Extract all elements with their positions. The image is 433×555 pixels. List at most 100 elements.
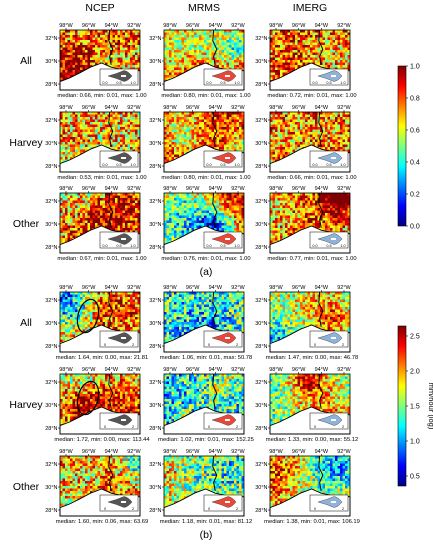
violin-median [331,75,336,77]
lat-tick-label: 28°N [255,426,267,432]
inset-tick-label: 1.0 [340,163,345,167]
lat-tick-label: 28°N [255,164,267,170]
inset-tick-label: 2 [132,507,134,511]
lon-tick-label: 98°W [59,285,73,291]
lat-tick-label: 32°N [149,380,161,386]
lon-tick-label: 98°W [163,285,177,291]
colorbar-tick-label: 1.0 [410,439,420,446]
lon-tick-label: 96°W [186,23,200,29]
lon-tick-label: 92°W [127,285,141,291]
lon-tick-label: 96°W [292,449,306,455]
lat-tick-label: 30°N [45,141,57,147]
inset-tick-label: 0.0 [206,163,211,167]
row-label-harvey: Harvey [9,137,43,149]
lat-tick-label: 32°N [45,199,57,205]
inset-tick-label: 0.0 [102,244,107,248]
lon-tick-label: 94°W [105,285,119,291]
lon-tick-label: 96°W [82,285,96,291]
inset-tick-label: 0.5 [116,244,121,248]
row-label-harvey: Harvey [9,399,43,411]
stats-text: median: 0.66, min: 0.01, max: 1.00 [267,175,356,181]
lon-tick-label: 92°W [127,105,141,111]
lat-tick-label: 32°N [45,36,57,42]
inset-tick-label: 0.0 [206,81,211,85]
lat-tick-label: 30°N [255,321,267,327]
inset-tick-label: 0.5 [220,81,225,85]
colorbar-1 [398,326,406,486]
lon-tick-label: 98°W [59,105,73,111]
violin-median [121,157,126,159]
colorbar-tick-label: 1.5 [410,404,420,411]
lat-tick-label: 30°N [255,141,267,147]
colorbar-tick-label: 0.0 [410,224,420,231]
lon-tick-label: 98°W [269,449,283,455]
lon-tick-label: 94°W [105,367,119,373]
lon-tick-label: 96°W [292,23,306,29]
stats-text: median: 1.06, min: 0.01, max: 50.78 [160,355,252,361]
violin-median [331,238,336,240]
lat-tick-label: 32°N [255,298,267,304]
lat-tick-label: 32°N [149,199,161,205]
stats-text: median: 1.60, min: 0.06, max: 63.69 [56,519,148,525]
lat-tick-label: 30°N [255,485,267,491]
lat-tick-label: 30°N [45,59,57,65]
lat-tick-label: 32°N [255,118,267,124]
inset-tick-label: 1.0 [130,163,135,167]
lon-tick-label: 98°W [269,23,283,29]
inset-tick-label: 0 [208,343,210,347]
lat-tick-label: 30°N [255,59,267,65]
lon-tick-label: 96°W [186,105,200,111]
inset-tick-label: 0 [314,425,316,429]
lat-tick-label: 30°N [149,222,161,228]
lat-tick-label: 32°N [149,298,161,304]
lat-tick-label: 28°N [149,82,161,88]
inset-tick-label: 1.0 [234,244,239,248]
lat-tick-label: 28°N [255,508,267,514]
inset-tick-label: 0 [208,507,210,511]
colorbar-0 [398,66,406,226]
inset-tick-label: 0 [314,343,316,347]
inset-tick-label: 0.5 [116,163,121,167]
lon-tick-label: 98°W [269,285,283,291]
stats-text: median: 0.77, min: 0.01, max: 1.00 [267,256,356,262]
inset-tick-label: 0 [104,343,106,347]
violin-median [225,501,230,503]
lon-tick-label: 92°W [337,105,351,111]
violin-median [225,75,230,77]
violin-median [121,238,126,240]
inset-tick-label: 2 [342,507,344,511]
lon-tick-label: 98°W [59,367,73,373]
lat-tick-label: 32°N [149,118,161,124]
lon-tick-label: 96°W [292,285,306,291]
stats-text: median: 0.80, min: 0.01, max: 1.00 [161,93,250,99]
inset-tick-label: 0.0 [206,244,211,248]
colorbar-label: mm/hour (log) [427,383,433,430]
violin-median [331,157,336,159]
lon-tick-label: 96°W [186,285,200,291]
stats-text: median: 0.66, min: 0.01, max: 1.00 [57,93,146,99]
lon-tick-label: 92°W [231,285,245,291]
lat-tick-label: 32°N [255,36,267,42]
row-label-other: Other [13,218,40,230]
lon-tick-label: 92°W [337,449,351,455]
lon-tick-label: 94°W [315,449,329,455]
lon-tick-label: 94°W [105,186,119,192]
lat-tick-label: 30°N [45,485,57,491]
inset-tick-label: 0.5 [220,163,225,167]
lon-tick-label: 92°W [231,105,245,111]
stats-text: median: 1.33, min: 0.00, max: 55.12 [266,437,358,443]
lat-tick-label: 30°N [45,321,57,327]
lon-tick-label: 94°W [209,285,223,291]
lat-tick-label: 28°N [149,344,161,350]
inset-tick-label: 1.0 [234,163,239,167]
